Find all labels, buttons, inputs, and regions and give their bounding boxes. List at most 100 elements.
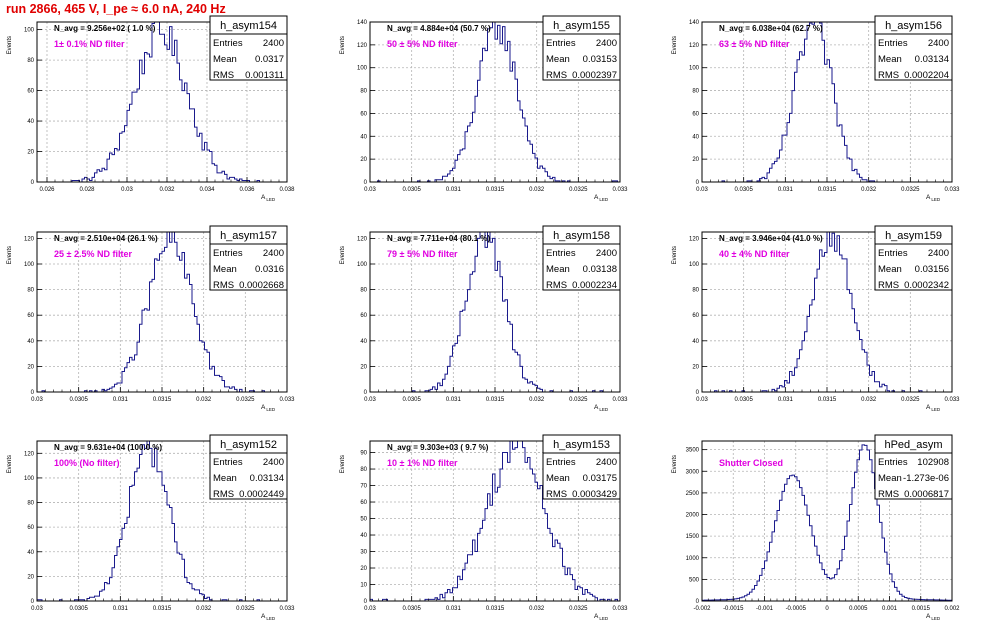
y-tick-label: 0 (31, 180, 35, 186)
stats-key: Entries (546, 457, 576, 468)
y-tick-label: 80 (692, 288, 699, 294)
stats-key: Mean (546, 264, 570, 275)
stats-value: 2400 (928, 38, 949, 49)
y-tick-label: 0 (31, 390, 35, 396)
y-tick-label: 20 (692, 157, 699, 163)
x-tick-label: 0.032 (196, 397, 212, 403)
histogram-title: h_asym155 (553, 20, 610, 32)
x-tick-label: 0.03 (696, 397, 708, 403)
stats-key: Mean (213, 54, 237, 65)
y-tick-label: 40 (692, 134, 699, 140)
y-tick-label: 20 (360, 566, 367, 572)
y-tick-label: 100 (357, 262, 368, 268)
stats-key: Mean (878, 473, 902, 484)
navg-annotation: N_avg = 4.884e+04 (50.7 %) (387, 24, 491, 33)
stats-key: Mean (546, 54, 570, 65)
y-tick-label: 0 (364, 180, 368, 186)
x-tick-label: 0.03 (364, 397, 376, 403)
stats-key: Entries (213, 248, 243, 259)
y-tick-label: 0 (364, 599, 368, 605)
y-tick-label: 20 (27, 364, 34, 370)
y-tick-label: 100 (689, 66, 700, 72)
histogram-title: h_asym152 (220, 439, 277, 451)
x-tick-label: 0.0305 (402, 187, 421, 193)
stats-key: Entries (213, 38, 243, 49)
stats-value: 2400 (928, 248, 949, 259)
x-tick-label: 0.0325 (236, 606, 255, 612)
y-axis-label: Events (7, 455, 13, 473)
stats-value: 0.03134 (250, 473, 284, 484)
x-axis-label-subscript: LED (266, 197, 276, 202)
x-tick-label: 0.0325 (901, 397, 920, 403)
stats-value: 0.03153 (583, 54, 617, 65)
y-tick-label: 80 (360, 89, 367, 95)
x-tick-label: 0.032 (196, 606, 212, 612)
y-axis-label: Events (340, 455, 346, 473)
x-tick-label: 0.033 (612, 606, 628, 612)
x-tick-label: 0.033 (612, 187, 628, 193)
y-tick-label: 20 (27, 574, 34, 580)
stats-box (209, 452, 288, 500)
y-axis-label: Events (672, 246, 678, 264)
y-tick-label: 50 (360, 517, 367, 523)
y-tick-label: 40 (360, 134, 367, 140)
x-tick-label: 0.0315 (486, 187, 505, 193)
stats-key: RMS (878, 70, 899, 81)
y-tick-label: 20 (692, 364, 699, 370)
x-tick-label: -0.001 (756, 606, 774, 612)
page-title: run 2866, 465 V, I_pe ≈ 6.0 nA, 240 Hz (6, 2, 226, 16)
stats-value: 0.0002397 (572, 70, 617, 81)
x-axis-label-subscript: LED (931, 407, 941, 412)
x-tick-label: 0.0315 (486, 397, 505, 403)
y-tick-label: 0 (364, 390, 368, 396)
x-axis-label: ALED (926, 194, 941, 202)
stats-key: RMS (546, 280, 567, 291)
x-tick-label: 0.033 (944, 187, 960, 193)
stats-box (542, 452, 621, 500)
x-tick-label: 0.03 (31, 606, 43, 612)
x-axis-label-subscript: LED (599, 197, 609, 202)
y-tick-label: 0 (696, 599, 700, 605)
stats-value: 2400 (263, 457, 284, 468)
x-axis-label: ALED (594, 613, 609, 621)
x-tick-label: 0 (825, 606, 829, 612)
y-tick-label: 80 (27, 501, 34, 507)
y-tick-label: 60 (27, 525, 34, 531)
y-tick-label: 60 (360, 111, 367, 117)
stats-value: 0.03138 (583, 264, 617, 275)
navg-annotation: N_avg = 9.303e+03 ( 9.7 %) (387, 443, 489, 452)
navg-annotation: N_avg = 9.631e+04 (100.0 %) (54, 443, 162, 452)
x-tick-label: 0.031 (113, 397, 129, 403)
navg-annotation: N_avg = 3.946e+04 (41.0 %) (719, 234, 823, 243)
y-tick-label: 20 (360, 157, 367, 163)
y-tick-label: 100 (24, 476, 35, 482)
filter-annotation: 100% (No filter) (54, 458, 120, 468)
stats-box (209, 33, 288, 81)
x-tick-label: 0.0315 (486, 606, 505, 612)
y-tick-label: 20 (360, 364, 367, 370)
x-axis-label-subscript: LED (599, 407, 609, 412)
y-tick-label: 10 (360, 583, 367, 589)
stats-value: 2400 (596, 457, 617, 468)
x-axis-label-subscript: LED (266, 616, 276, 621)
x-tick-label: 0.038 (279, 187, 295, 193)
x-tick-label: 0.033 (279, 397, 295, 403)
y-tick-label: 80 (692, 89, 699, 95)
y-tick-label: 40 (27, 550, 34, 556)
y-tick-label: 120 (357, 236, 368, 242)
stats-box (874, 452, 953, 500)
histogram-panel: 0.03 0.0305 0.031 0.0315 0.032 0.0325 0.033 0 20… (340, 15, 628, 202)
stats-value: 2400 (596, 38, 617, 49)
x-axis-label: ALED (594, 404, 609, 412)
y-tick-label: 140 (689, 20, 700, 26)
y-tick-label: 80 (360, 288, 367, 294)
stats-value: 0.0006817 (904, 489, 949, 500)
x-tick-label: 0.03 (364, 606, 376, 612)
x-tick-label: 0.001 (882, 606, 898, 612)
filter-annotation: 63 ± 5% ND filter (719, 39, 790, 49)
stats-box (874, 243, 953, 291)
x-axis-label: ALED (261, 404, 276, 412)
stats-value: 0.03156 (915, 264, 949, 275)
histogram-panel: 0.03 0.0305 0.031 0.0315 0.032 0.0325 0.033 0 20… (672, 225, 960, 412)
x-tick-label: 0.0315 (818, 187, 837, 193)
